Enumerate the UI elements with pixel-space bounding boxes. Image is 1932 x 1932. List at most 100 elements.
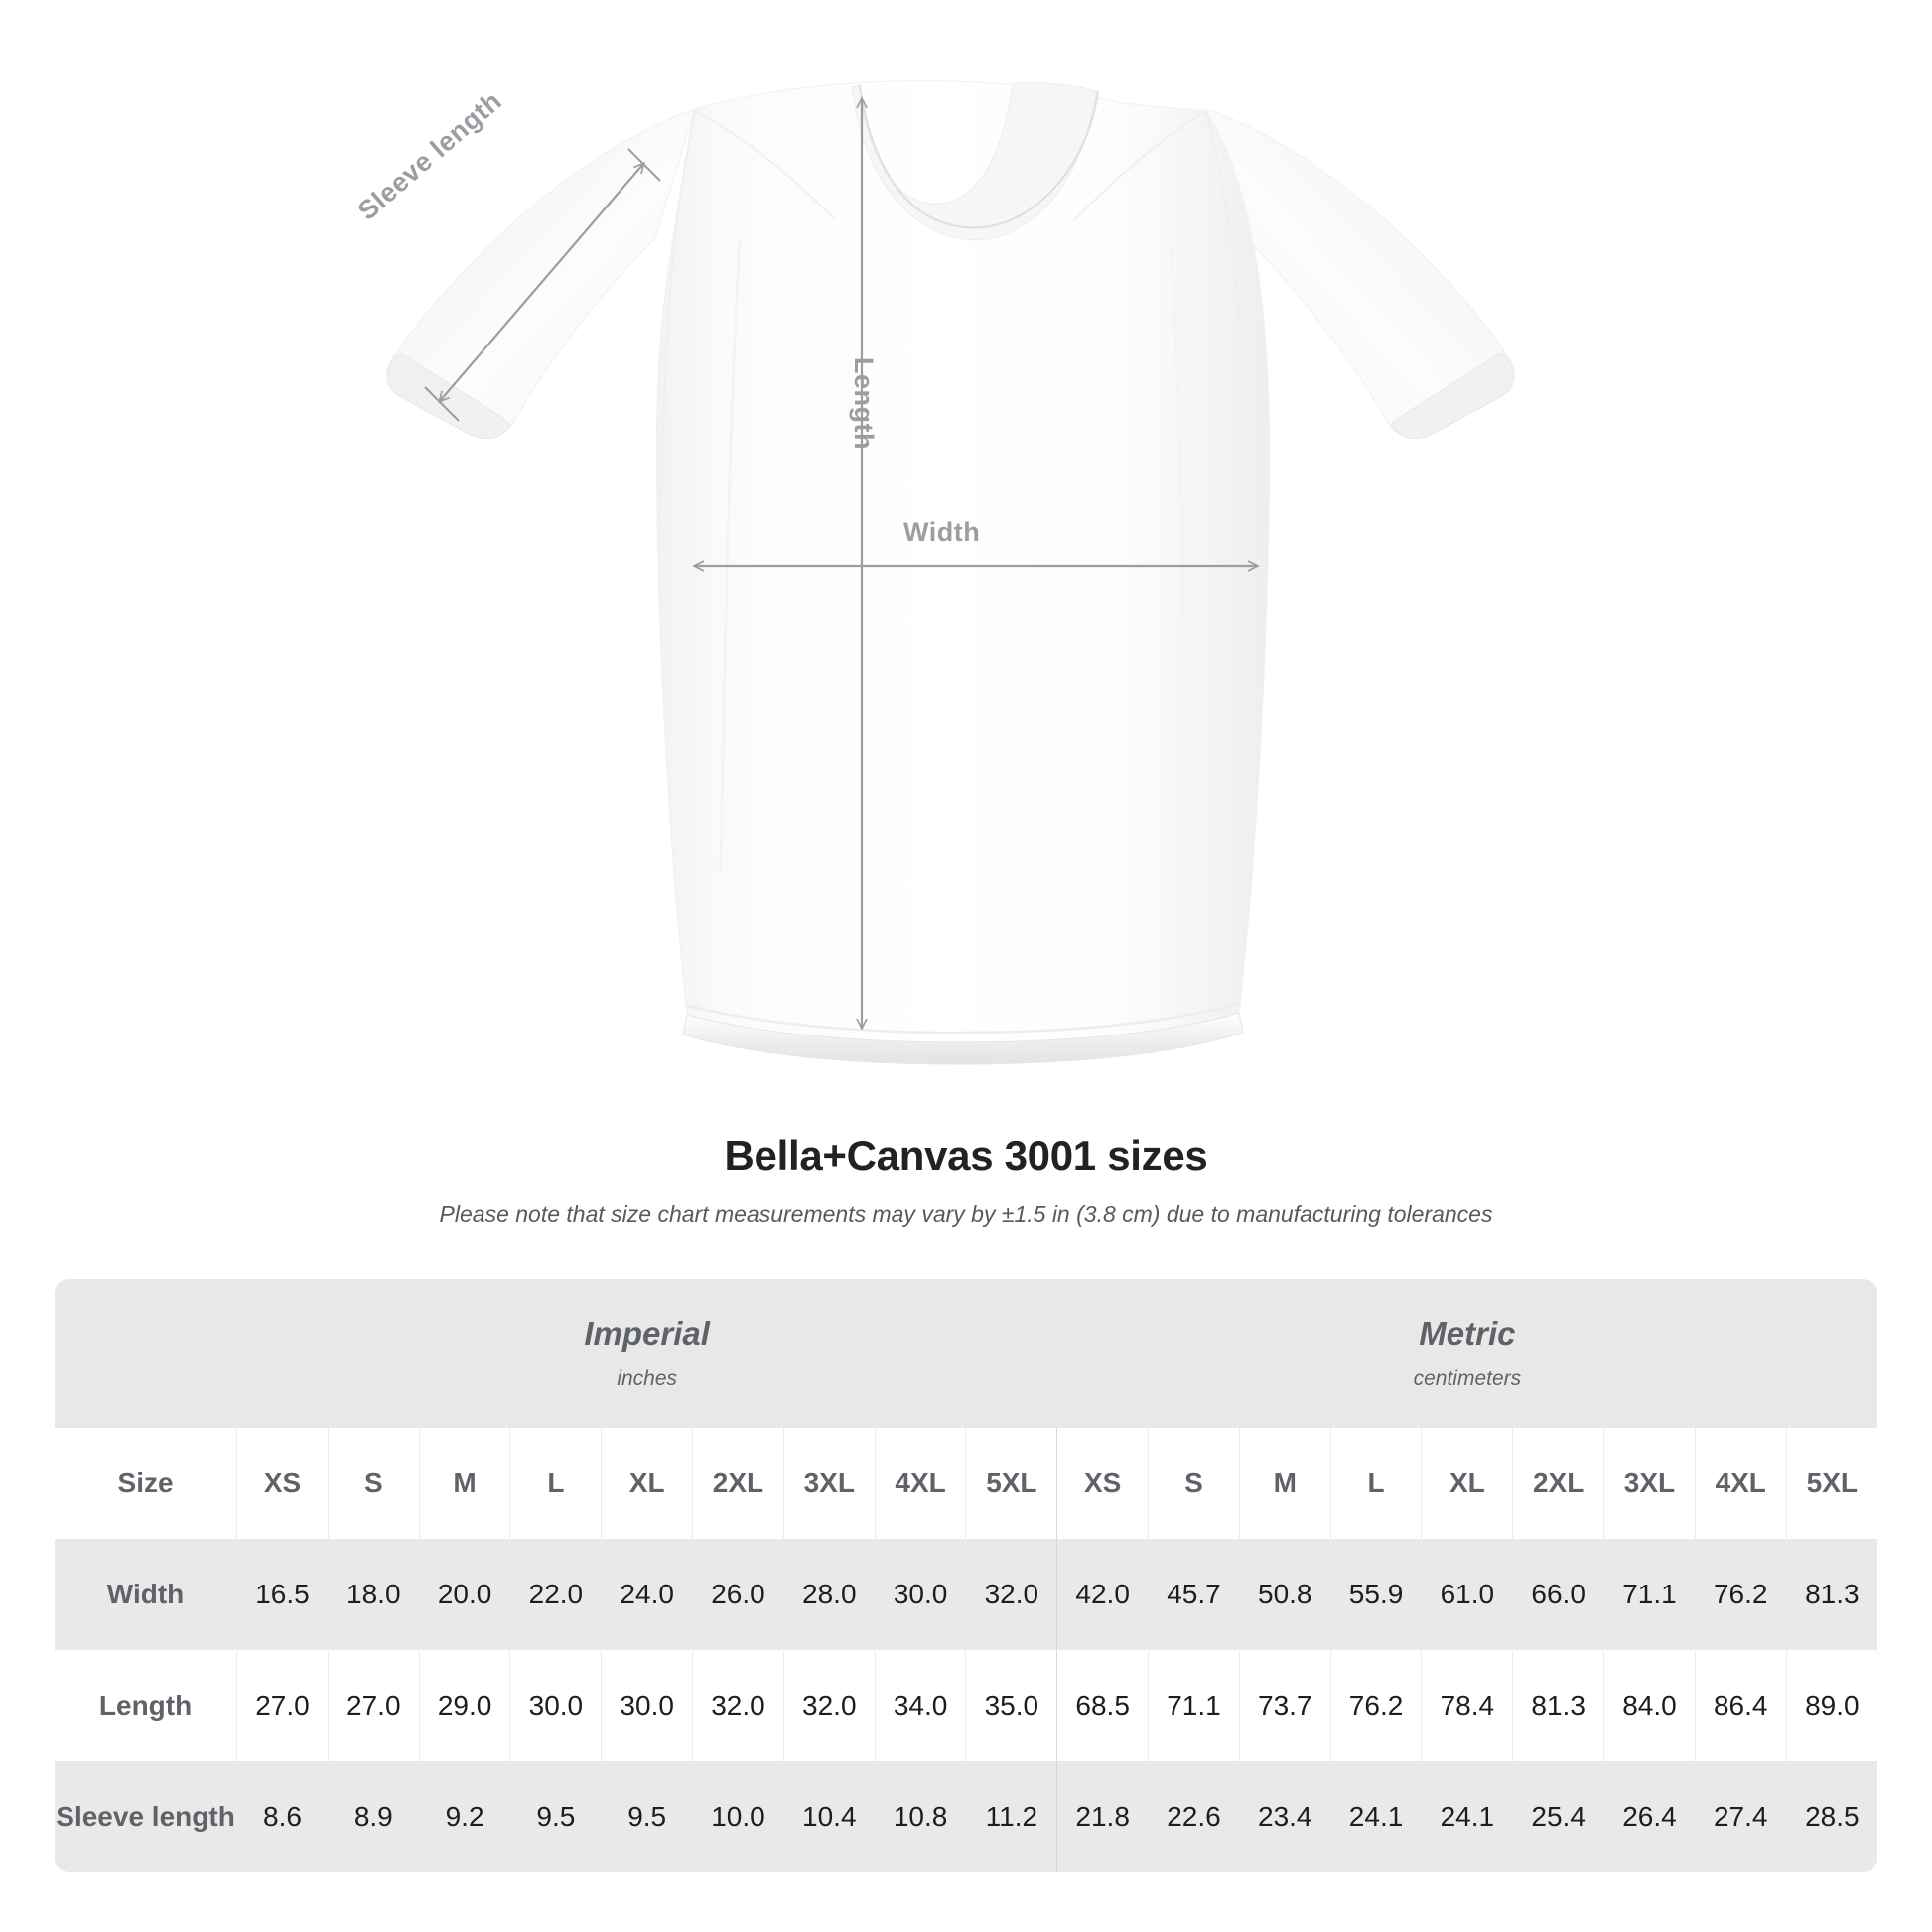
size-header-imperial-5xl: 5XL: [965, 1428, 1057, 1539]
cell-imperial: 35.0: [965, 1650, 1057, 1761]
size-header-imperial-2xl: 2XL: [692, 1428, 784, 1539]
row-label-2: Sleeve length: [55, 1761, 237, 1872]
cell-imperial: 26.0: [692, 1539, 784, 1650]
cell-imperial: 9.5: [601, 1761, 693, 1872]
unit-sub-imperial: inches: [617, 1367, 678, 1390]
cell-imperial: 18.0: [327, 1539, 420, 1650]
size-header-imperial-xl: XL: [601, 1428, 693, 1539]
bottom-hem: [682, 1012, 1244, 1065]
cell-imperial: 8.6: [236, 1761, 329, 1872]
cell-metric: 26.4: [1603, 1761, 1696, 1872]
right-shoulder-seam: [1073, 110, 1207, 221]
left-armhole-seam: [658, 110, 696, 517]
cell-metric: 81.3: [1512, 1650, 1604, 1761]
left-shoulder-seam: [694, 110, 835, 219]
unit-row-spacer: [55, 1279, 237, 1428]
collar-seam: [858, 84, 1100, 229]
shirt-illustration: Sleeve length Length Width: [352, 80, 1516, 1065]
size-header-imperial-xs: XS: [236, 1428, 329, 1539]
table-row: Length 27.0 27.0 29.0 30.0 30.0 32.0 32.0 34.0 35…: [55, 1650, 1877, 1761]
size-header-metric-5xl: 5XL: [1785, 1428, 1877, 1539]
row-label-1: Length: [55, 1650, 237, 1761]
cell-metric: 27.4: [1694, 1761, 1787, 1872]
cell-imperial: 32.0: [782, 1650, 876, 1761]
cell-imperial: 27.0: [327, 1650, 420, 1761]
size-header-imperial-l: L: [509, 1428, 602, 1539]
size-header-imperial-4xl: 4XL: [874, 1428, 966, 1539]
cell-imperial: 30.0: [509, 1650, 602, 1761]
cell-imperial: 29.0: [418, 1650, 510, 1761]
cell-metric: 45.7: [1148, 1539, 1240, 1650]
size-header-row: Size XS S M L XL 2XL 3XL 4XL 5XL XS S M L XL 2XL 3XL 4XL 5…: [55, 1428, 1877, 1539]
cell-metric: 76.2: [1694, 1539, 1787, 1650]
cell-metric: 71.1: [1148, 1650, 1240, 1761]
right-armhole-seam: [1205, 110, 1252, 517]
cell-imperial: 24.0: [601, 1539, 693, 1650]
cell-imperial: 32.0: [692, 1650, 784, 1761]
table-corner-label: Size: [55, 1428, 237, 1539]
cell-metric: 55.9: [1329, 1539, 1422, 1650]
cell-imperial: 20.0: [418, 1539, 510, 1650]
length-label: Length: [849, 357, 879, 450]
cell-metric: 23.4: [1238, 1761, 1331, 1872]
title-block: Bella+Canvas 3001 sizes Please note that…: [0, 1132, 1932, 1228]
row-label-0: Width: [55, 1539, 237, 1650]
cell-metric: 61.0: [1421, 1539, 1513, 1650]
size-chart-table-wrapper: Imperial inches Metric centimeters Size X…: [55, 1279, 1877, 1872]
cell-imperial: 34.0: [874, 1650, 966, 1761]
size-header-metric-4xl: 4XL: [1694, 1428, 1787, 1539]
size-header-imperial-s: S: [327, 1428, 420, 1539]
cell-imperial: 9.2: [418, 1761, 510, 1872]
size-header-imperial-3xl: 3XL: [782, 1428, 876, 1539]
cell-metric: 78.4: [1421, 1650, 1513, 1761]
unit-sub-metric: centimeters: [1413, 1367, 1522, 1390]
cell-metric: 28.5: [1785, 1761, 1877, 1872]
cell-metric: 89.0: [1785, 1650, 1877, 1761]
table-row: Sleeve length 8.6 8.9 9.2 9.5 9.5 10.0 10.4 10.8…: [55, 1761, 1877, 1872]
fold-right: [1170, 247, 1191, 885]
cell-imperial: 27.0: [236, 1650, 329, 1761]
cell-metric: 24.1: [1421, 1761, 1513, 1872]
cell-metric: 73.7: [1238, 1650, 1331, 1761]
unit-header-imperial: Imperial inches: [236, 1279, 1057, 1428]
cell-metric: 71.1: [1603, 1539, 1696, 1650]
cell-imperial: 11.2: [965, 1761, 1057, 1872]
sleeve-tick-top: [627, 148, 661, 182]
size-header-metric-m: M: [1238, 1428, 1331, 1539]
sleeve-arrow: [438, 161, 645, 404]
size-header-metric-xs: XS: [1056, 1428, 1149, 1539]
cell-imperial: 30.0: [874, 1539, 966, 1650]
sleeve-tick-bottom: [424, 386, 460, 422]
cell-metric: 50.8: [1238, 1539, 1331, 1650]
unit-name-metric: Metric: [1419, 1315, 1516, 1352]
cell-imperial: 32.0: [965, 1539, 1057, 1650]
cell-imperial: 30.0: [601, 1650, 693, 1761]
cell-metric: 81.3: [1785, 1539, 1877, 1650]
cell-metric: 24.1: [1329, 1761, 1422, 1872]
size-chart-table: Imperial inches Metric centimeters Size X…: [55, 1279, 1877, 1872]
cell-metric: 84.0: [1603, 1650, 1696, 1761]
cell-imperial: 16.5: [236, 1539, 329, 1650]
page-title: Bella+Canvas 3001 sizes: [724, 1132, 1208, 1178]
cell-metric: 25.4: [1512, 1761, 1604, 1872]
unit-name-imperial: Imperial: [584, 1315, 710, 1352]
width-label: Width: [903, 517, 981, 547]
size-header-metric-xl: XL: [1421, 1428, 1513, 1539]
cell-metric: 42.0: [1056, 1539, 1149, 1650]
cell-metric: 22.6: [1148, 1761, 1240, 1872]
measurement-arrows: [424, 96, 1260, 1031]
cell-imperial: 10.4: [782, 1761, 876, 1872]
cell-imperial: 8.9: [327, 1761, 420, 1872]
right-cuff: [1390, 352, 1514, 440]
cell-metric: 86.4: [1694, 1650, 1787, 1761]
cell-imperial: 9.5: [509, 1761, 602, 1872]
hem-stitch: [684, 1001, 1242, 1035]
right-sleeve: [1205, 108, 1516, 440]
cell-imperial: 10.0: [692, 1761, 784, 1872]
cell-imperial: 28.0: [782, 1539, 876, 1650]
unit-header-metric: Metric centimeters: [1056, 1279, 1877, 1428]
unit-header-row: Imperial inches Metric centimeters: [55, 1279, 1877, 1428]
size-header-imperial-m: M: [418, 1428, 510, 1539]
table-row: Width 16.5 18.0 20.0 22.0 24.0 26.0 28.0 30.0 32.…: [55, 1539, 1877, 1650]
tshirt-graphic: [385, 80, 1516, 1065]
